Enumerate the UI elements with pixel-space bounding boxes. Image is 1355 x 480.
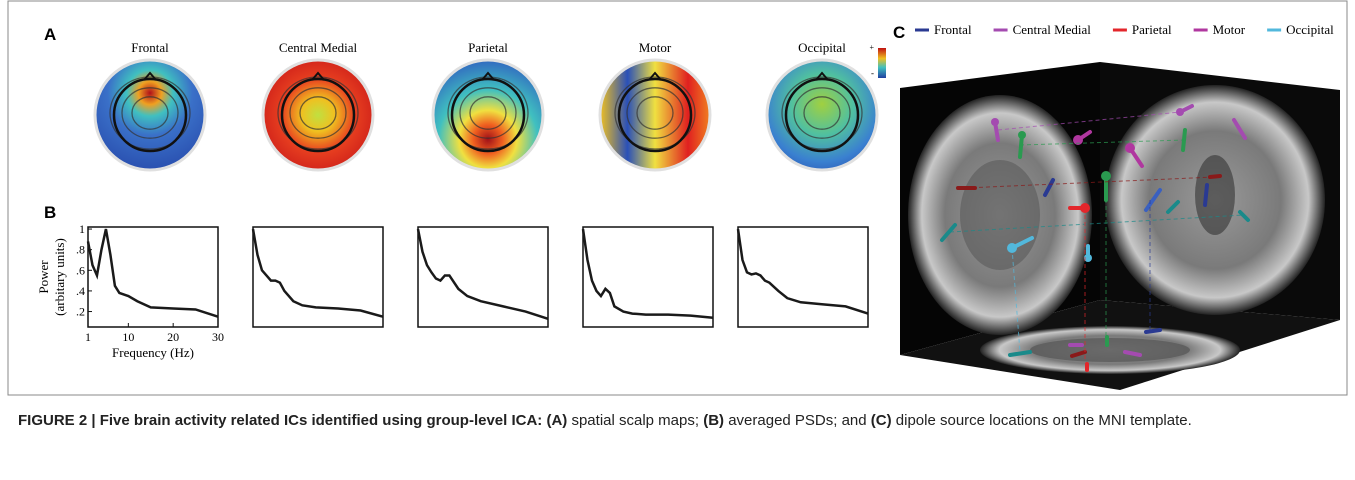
psd-line (418, 229, 548, 319)
y-axis-label: (arbitary units) (52, 238, 67, 316)
legend-label: Parietal (1132, 22, 1172, 37)
legend: Frontal Central Medial Parietal Motor Occipi… (915, 22, 1334, 37)
caption-ref: (C) (871, 412, 892, 429)
y-tick-label: .8 (76, 243, 85, 257)
colorbar (878, 48, 886, 78)
page: {"panel_a": {"label": "A", "titles": ["F… (0, 0, 1355, 480)
y-tick-label: 1 (79, 222, 85, 236)
caption-text: spatial scalp maps; (567, 412, 703, 429)
panel-label: B (44, 203, 56, 222)
colorbar-max: + (869, 43, 874, 52)
y-tick-label: .4 (76, 284, 85, 298)
legend-label: Central Medial (1013, 22, 1092, 37)
caption-ref: (A) (546, 412, 567, 429)
caption: FIGURE 2 | Five brain activity related I… (18, 410, 1338, 432)
caption-lead: FIGURE 2 | Five brain activity related I… (18, 412, 542, 429)
map-title: Occipital (798, 40, 846, 55)
x-axis-label: Frequency (Hz) (112, 345, 194, 360)
y-tick-label: .2 (76, 305, 85, 319)
legend-label: Frontal (934, 22, 972, 37)
x-tick-label: 1 (85, 330, 91, 344)
plot-frame (583, 227, 713, 327)
panel-label: C (893, 23, 905, 42)
x-tick-label: 10 (122, 330, 134, 344)
map-title: Central Medial (279, 40, 358, 55)
psd-line (88, 229, 218, 317)
scalp-maps: Frontal Central Medial Parietal Motor Occipi… (95, 40, 877, 170)
y-axis-label: Power (36, 260, 51, 294)
colorbar-min: - (871, 68, 874, 78)
y-tick-label: .6 (76, 263, 85, 277)
psd-line (583, 229, 713, 318)
map-title: Frontal (131, 40, 169, 55)
map-title: Motor (639, 40, 672, 55)
figure: A Frontal Central Medial Parietal Motor Occi… (0, 0, 1355, 400)
panel-label: A (44, 25, 56, 44)
brain-volume (900, 62, 1340, 390)
psd-line (253, 229, 383, 317)
legend-label: Occipital (1286, 22, 1334, 37)
legend-label: Motor (1213, 22, 1246, 37)
map-title: Parietal (468, 40, 508, 55)
caption-text: averaged PSDs; and (724, 412, 871, 429)
x-tick-label: 30 (212, 330, 224, 344)
psd-line (738, 229, 868, 314)
caption-text: dipole source locations on the MNI templ… (892, 412, 1192, 429)
x-tick-label: 20 (167, 330, 179, 344)
plot-frame (738, 227, 868, 327)
psd-plots: .2 .4 .6 .8 1 1 10 20 30 (76, 222, 868, 344)
caption-ref: (B) (703, 412, 724, 429)
